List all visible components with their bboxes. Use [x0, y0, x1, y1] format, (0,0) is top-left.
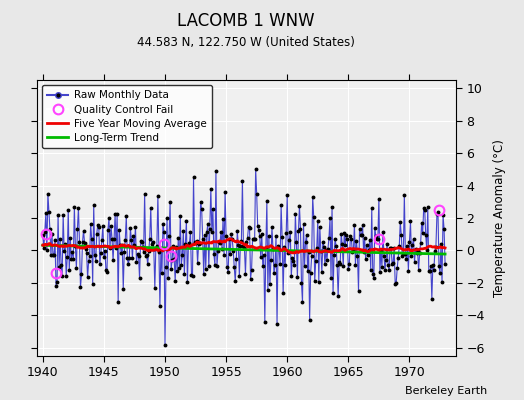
Legend: Raw Monthly Data, Quality Control Fail, Five Year Moving Average, Long-Term Tren: Raw Monthly Data, Quality Control Fail, … [42, 85, 212, 148]
Y-axis label: Temperature Anomaly (°C): Temperature Anomaly (°C) [493, 139, 506, 297]
Text: LACOMB 1 WNW: LACOMB 1 WNW [178, 12, 315, 30]
Text: Berkeley Earth: Berkeley Earth [405, 386, 487, 396]
Text: 44.583 N, 122.750 W (United States): 44.583 N, 122.750 W (United States) [137, 36, 355, 49]
